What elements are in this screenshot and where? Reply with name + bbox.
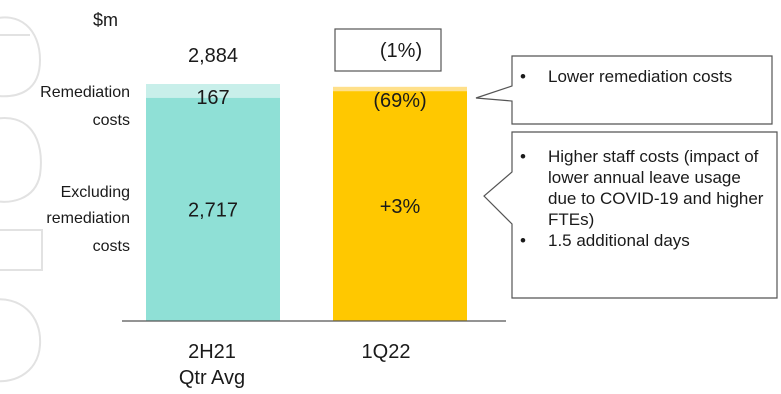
- row-label-remediation: Remediation costs: [40, 84, 130, 129]
- callout-text-staff: Higher staff costs (impact of lower annu…: [514, 146, 772, 251]
- row-label-line: Excluding: [61, 184, 130, 201]
- row-label-excluding: Excluding remediation costs: [46, 184, 130, 255]
- x-tick-label-2h21-sub: Qtr Avg: [179, 367, 245, 389]
- data-label-1q22-remediation: (69%): [373, 90, 426, 112]
- row-label-line: remediation: [46, 210, 130, 227]
- row-label-line: costs: [93, 112, 130, 129]
- x-tick-label-1q22: 1Q22: [362, 341, 411, 363]
- x-tick-label-2h21: 2H21: [188, 341, 236, 363]
- bar-1q22-remediation: [333, 86, 467, 92]
- callout-bullet: Higher staff costs (impact of lower annu…: [514, 146, 772, 230]
- bar-1q22-excluding-remediation: [333, 91, 467, 321]
- bar-2h21-remediation: [146, 84, 280, 98]
- callout-bullet: 1.5 additional days: [514, 230, 772, 251]
- data-label-2h21-remediation: 167: [196, 87, 229, 109]
- total-box-1q22: [334, 28, 442, 72]
- bars-group: [146, 84, 467, 321]
- row-label-line: costs: [93, 238, 130, 255]
- callout-text-remediation: Lower remediation costs: [514, 66, 764, 87]
- total-label-1q22: (1%): [380, 40, 422, 62]
- bar-2h21-excluding-remediation: [146, 97, 280, 321]
- unit-label: $m: [93, 10, 118, 30]
- watermark-logo: [0, 16, 43, 383]
- total-label-2h21: 2,884: [188, 45, 238, 67]
- row-label-line: Remediation: [40, 84, 130, 101]
- data-label-1q22-excluding: +3%: [380, 196, 421, 218]
- data-label-2h21-excluding: 2,717: [188, 199, 238, 221]
- callout-bullet: Lower remediation costs: [514, 66, 764, 87]
